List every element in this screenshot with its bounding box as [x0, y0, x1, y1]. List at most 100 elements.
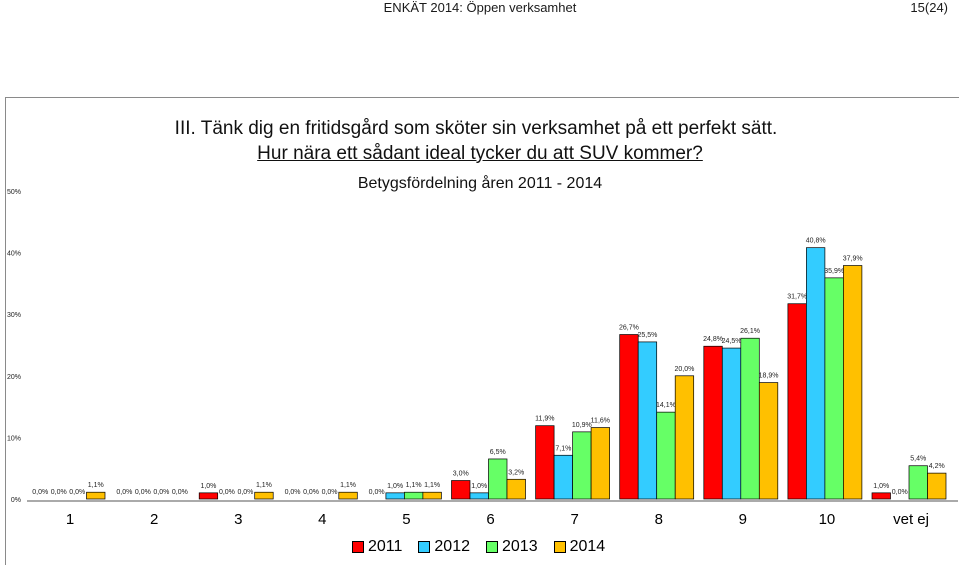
bar: [758, 382, 779, 500]
bar-value-label: 1,1%: [406, 482, 422, 489]
bar: [871, 492, 891, 500]
bar-value-label: 37,9%: [843, 256, 863, 263]
category-label: 1: [66, 511, 74, 528]
category-label: 5: [402, 511, 410, 528]
bar-value-label: 3,2%: [508, 469, 524, 476]
y-tick-label: 10%: [7, 435, 21, 442]
bar: [656, 411, 676, 500]
bar: [806, 247, 826, 500]
legend-item: 2014: [553, 538, 605, 556]
bar-value-label: 10,9%: [572, 422, 592, 429]
bar-value-label: 0,0%: [135, 489, 151, 496]
bar: [469, 492, 489, 500]
legend-item: 2013: [486, 538, 538, 556]
bar-value-label: 0,0%: [237, 489, 253, 496]
bar-value-label: 24,8%: [703, 336, 723, 343]
question-line-2-text: Hur nära ett sådant ideal tycker du att …: [257, 143, 703, 164]
bar-value-label: 7,1%: [555, 445, 571, 452]
y-tick-label: 30%: [7, 312, 21, 319]
bar-value-label: 1,0%: [387, 483, 403, 490]
bar-value-label: 0,0%: [303, 489, 319, 496]
bar-value-label: 14,1%: [656, 402, 676, 409]
legend-swatch: [486, 541, 498, 553]
category-label: 8: [655, 511, 663, 528]
category-label: 7: [570, 511, 578, 528]
bar: [488, 458, 508, 500]
bar-value-label: 20,0%: [675, 366, 695, 373]
bar: [338, 491, 358, 500]
bar-value-label: 0,0%: [219, 489, 235, 496]
bar: [451, 480, 471, 500]
legend-label: 2011: [368, 538, 403, 555]
chart-frame: [5, 97, 959, 565]
bar: [721, 347, 742, 500]
page-header: ENKÄT 2014: Öppen verksamhet 15(24): [0, 0, 960, 15]
bar-value-label: 1,1%: [340, 482, 356, 489]
category-label: 6: [486, 511, 494, 528]
bar-value-label: 18,9%: [759, 373, 779, 380]
bar-value-label: 0,0%: [892, 489, 908, 496]
bar: [385, 492, 405, 500]
question-line-1: III. Tänk dig en fritidsgård som sköter …: [174, 118, 778, 139]
bar: [703, 345, 723, 500]
bar-value-label: 26,1%: [740, 328, 760, 335]
category-label: 4: [318, 511, 326, 528]
bar: [590, 427, 610, 500]
bar: [637, 341, 658, 500]
legend-item: 2012: [418, 538, 470, 556]
bar-value-label: 0,0%: [285, 489, 301, 496]
bar-value-label: 11,6%: [591, 418, 610, 425]
bar: [86, 491, 106, 500]
bar-value-label: 0,0%: [322, 489, 338, 496]
bar: [553, 454, 573, 500]
bar-value-label: 3,0%: [453, 471, 469, 478]
bar-value-label: 26,7%: [619, 325, 639, 332]
bar-value-label: 0,0%: [32, 489, 48, 496]
category-label: 9: [739, 511, 747, 528]
legend-swatch: [553, 541, 566, 553]
bar-value-label: 1,0%: [200, 483, 216, 490]
bar-value-label: 24,5%: [722, 338, 742, 345]
bar: [422, 491, 442, 500]
bar-value-label: 1,1%: [88, 482, 104, 489]
bar-value-label: 1,0%: [471, 483, 487, 490]
bar-value-label: 1,0%: [873, 483, 889, 490]
bar-value-label: 1,1%: [256, 482, 272, 489]
y-tick-label: 20%: [7, 374, 21, 381]
y-tick-label: 40%: [7, 251, 21, 258]
bar-value-label: 4,2%: [929, 463, 945, 470]
bar: [535, 425, 555, 500]
legend-swatch: [418, 541, 431, 553]
bar-value-label: 35,9%: [824, 268, 844, 275]
y-tick-label: 50%: [7, 189, 21, 196]
category-label: 3: [234, 511, 242, 528]
bar: [908, 465, 928, 500]
bar: [787, 303, 807, 500]
bar: [674, 375, 695, 500]
legend-swatch: [352, 541, 364, 553]
bar: [198, 492, 219, 500]
bar: [740, 337, 760, 500]
document-title: ENKÄT 2014: Öppen verksamhet: [383, 0, 577, 15]
category-label: vet ej: [893, 511, 929, 528]
bar: [404, 491, 424, 500]
bar-value-label: 6,5%: [490, 449, 506, 456]
bar-value-label: 0,0%: [153, 489, 169, 496]
category-label: 10: [819, 511, 836, 528]
bar-value-label: 25,5%: [638, 332, 658, 339]
bar-value-label: 0,0%: [369, 489, 385, 496]
y-tick-label: 0%: [11, 497, 21, 504]
chart-legend: 2011 2012 2013 2014: [352, 537, 621, 557]
page-number: 15(24): [910, 0, 948, 15]
legend-label: 2012: [434, 538, 470, 555]
bar: [843, 265, 863, 500]
category-label: 2: [150, 511, 158, 528]
bar-value-label: 31,7%: [787, 294, 807, 301]
bar: [927, 472, 947, 500]
bar-value-label: 40,8%: [806, 238, 826, 245]
legend-item: 2011: [352, 538, 402, 556]
bar-value-label: 0,0%: [172, 489, 188, 496]
bar-value-label: 0,0%: [69, 489, 85, 496]
bar: [254, 491, 274, 500]
